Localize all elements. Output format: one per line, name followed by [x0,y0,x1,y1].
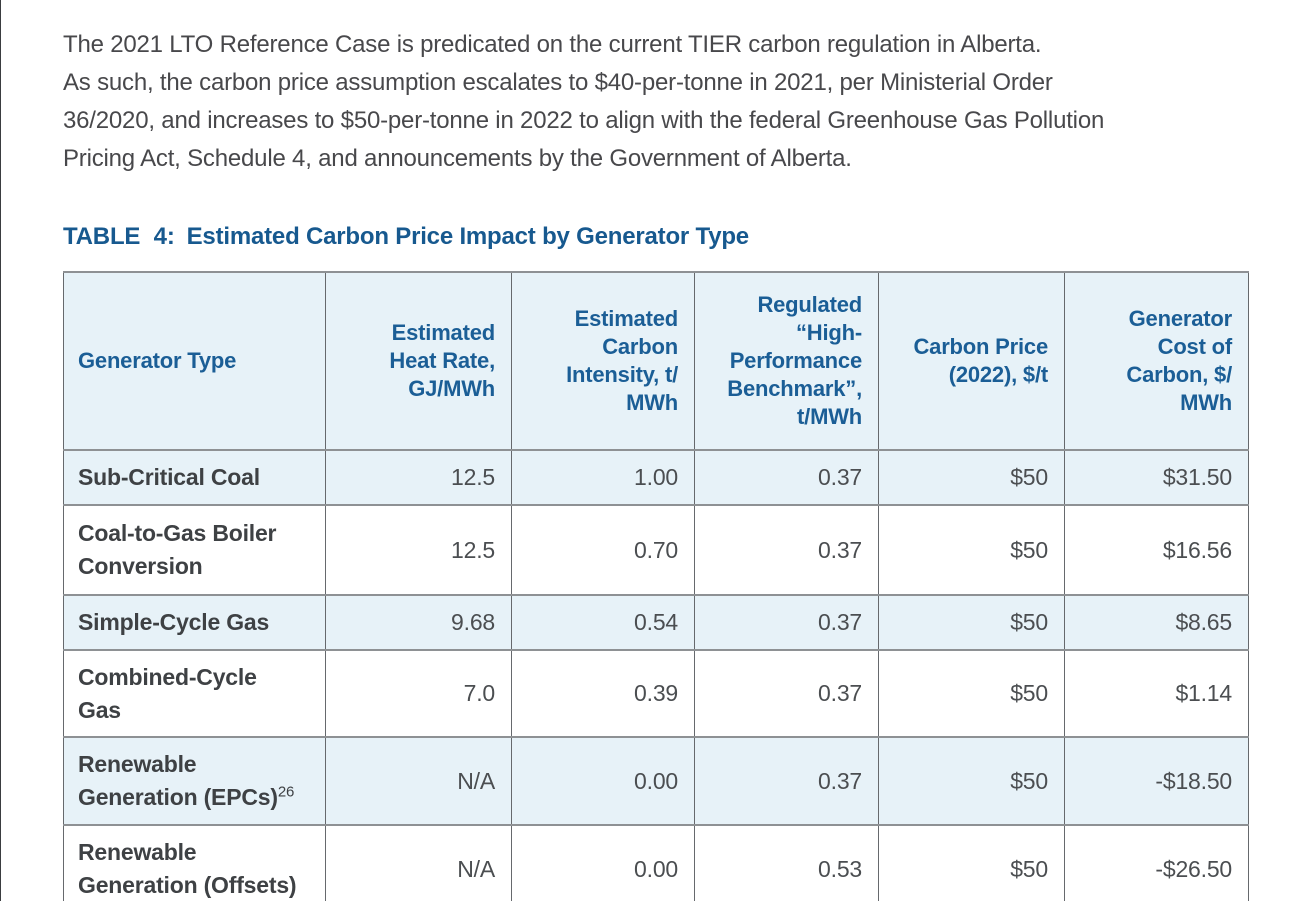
intro-paragraph: The 2021 LTO Reference Case is predicate… [63,26,1249,178]
table-row: Combined-Cycle Gas 7.0 0.39 0.37 $50 $1.… [63,649,1249,738]
cell-benchmark: 0.37 [694,649,879,738]
cell-carbon-price: $50 [878,649,1065,738]
cell-carbon-price: $50 [878,449,1065,506]
cell-cost-of-carbon: -$18.50 [1064,736,1249,826]
row-label: Renewable Generation (EPCs)26 [63,736,326,826]
header-carbon-price: Carbon Price (2022), $/t [878,271,1065,451]
table-row: Simple-Cycle Gas 9.68 0.54 0.37 $50 $8.6… [63,594,1249,651]
row-label: Sub-Critical Coal [63,449,326,506]
cell-heat-rate: 12.5 [325,504,512,596]
intro-line: The 2021 LTO Reference Case is predicate… [63,31,1042,58]
cell-cost-of-carbon: $16.56 [1064,504,1249,596]
header-heat-rate: Estimated Heat Rate, GJ/MWh [325,271,512,451]
cell-heat-rate: 12.5 [325,449,512,506]
cell-carbon-intensity: 0.00 [511,824,695,901]
cell-carbon-intensity: 0.54 [511,594,695,651]
table-caption: TABLE 4: Estimated Carbon Price Impact by… [63,223,1249,251]
cell-benchmark: 0.37 [694,504,879,596]
cell-carbon-intensity: 1.00 [511,449,695,506]
table-row: Coal-to-Gas Boiler Conversion 12.5 0.70 … [63,504,1249,596]
row-label: Coal-to-Gas Boiler Conversion [63,504,326,596]
cell-benchmark: 0.37 [694,736,879,826]
row-label: Simple-Cycle Gas [63,594,326,651]
cell-carbon-price: $50 [878,594,1065,651]
cell-heat-rate: 7.0 [325,649,512,738]
cell-cost-of-carbon: $31.50 [1064,449,1249,506]
cell-cost-of-carbon: $8.65 [1064,594,1249,651]
table-caption-title: Estimated Carbon Price Impact by Generat… [186,223,750,250]
carbon-price-impact-table: Generator Type Estimated Heat Rate, GJ/M… [63,271,1249,901]
header-benchmark: Regulated “High- Performance Benchmark”,… [694,271,879,451]
cell-benchmark: 0.37 [694,449,879,506]
cell-carbon-price: $50 [878,824,1065,901]
intro-line: 36/2020, and increases to $50-per-tonne … [63,107,1105,134]
cell-carbon-intensity: 0.00 [511,736,695,826]
header-generator-type: Generator Type [63,271,326,451]
cell-carbon-price: $50 [878,736,1065,826]
cell-cost-of-carbon: $1.14 [1064,649,1249,738]
table-row: Renewable Generation (EPCs)26 N/A 0.00 0… [63,736,1249,826]
cell-benchmark: 0.53 [694,824,879,901]
document-page: The 2021 LTO Reference Case is predicate… [63,26,1249,901]
cell-heat-rate: N/A [325,824,512,901]
footnote-marker: 26 [277,783,295,801]
table-header-row: Generator Type Estimated Heat Rate, GJ/M… [63,271,1249,451]
cell-heat-rate: 9.68 [325,594,512,651]
row-label-text: Renewable Generation (EPCs) [78,751,278,810]
row-label: Combined-Cycle Gas [63,649,326,738]
intro-line: Pricing Act, Schedule 4, and announcemen… [63,145,852,172]
cell-carbon-intensity: 0.70 [511,504,695,596]
cell-heat-rate: N/A [325,736,512,826]
table-row: Sub-Critical Coal 12.5 1.00 0.37 $50 $31… [63,449,1249,506]
table-caption-label: TABLE 4: [63,223,175,250]
cell-benchmark: 0.37 [694,594,879,651]
cell-carbon-intensity: 0.39 [511,649,695,738]
intro-line: As such, the carbon price assumption esc… [63,69,1053,96]
cell-cost-of-carbon: -$26.50 [1064,824,1249,901]
cell-carbon-price: $50 [878,504,1065,596]
table-row: Renewable Generation (Offsets) N/A 0.00 … [63,824,1249,901]
header-cost-of-carbon: Generator Cost of Carbon, $/ MWh [1064,271,1249,451]
page-edge-line [0,0,1,901]
header-carbon-intensity: Estimated Carbon Intensity, t/ MWh [511,271,695,451]
row-label: Renewable Generation (Offsets) [63,824,326,901]
